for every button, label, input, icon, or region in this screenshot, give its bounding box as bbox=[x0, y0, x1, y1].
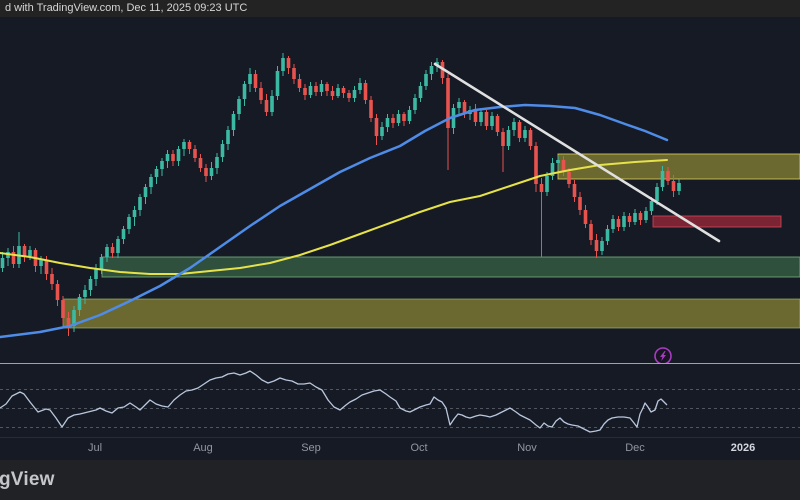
axis-tick-dec: Dec bbox=[625, 442, 645, 454]
price-pane-canvas[interactable] bbox=[0, 17, 800, 363]
footer-bar: gView bbox=[0, 460, 800, 500]
descending-trendline bbox=[433, 62, 721, 243]
axis-tick-2026: 2026 bbox=[730, 442, 756, 454]
slow-ma-blue bbox=[0, 103, 669, 339]
tradingview-logo[interactable]: gView bbox=[0, 469, 55, 490]
axis-tick-aug: Aug bbox=[193, 442, 213, 454]
support-zone-yellow-lower bbox=[62, 298, 800, 329]
axis-tick-sep: Sep bbox=[301, 442, 321, 454]
pane-divider[interactable] bbox=[0, 363, 800, 364]
support-zone-green bbox=[101, 256, 800, 278]
supply-box-red bbox=[652, 215, 782, 228]
lightning-badge[interactable] bbox=[654, 347, 672, 363]
axis-tick-jul: Jul bbox=[87, 442, 103, 454]
attribution-text: d with TradingView.com, Dec 11, 2025 09:… bbox=[5, 2, 248, 14]
attribution-bar: d with TradingView.com, Dec 11, 2025 09:… bbox=[0, 0, 800, 17]
rsi-line bbox=[0, 370, 668, 433]
fast-ma-yellow bbox=[0, 159, 668, 275]
time-axis[interactable]: Jul Aug Sep Oct Nov Dec 2026 bbox=[0, 437, 800, 460]
axis-tick-oct: Oct bbox=[410, 442, 428, 454]
axis-tick-nov: Nov bbox=[517, 442, 537, 454]
rsi-pane-canvas[interactable] bbox=[0, 364, 800, 437]
